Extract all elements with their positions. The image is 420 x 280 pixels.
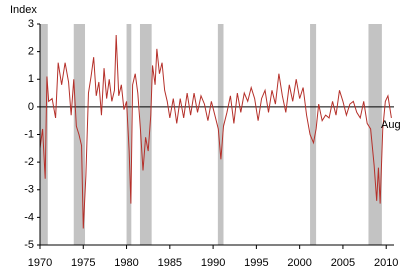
x-tick-label: 2005 (331, 257, 355, 269)
y-tick-label: -4 (24, 211, 34, 223)
recession-band (310, 24, 317, 245)
recession-band (39, 24, 48, 245)
recession-band (217, 24, 224, 245)
x-tick-label: 1975 (71, 257, 95, 269)
end-label: Aug (381, 119, 401, 131)
x-tick-label: 2000 (287, 257, 311, 269)
x-tick-label: 1980 (114, 257, 138, 269)
y-tick-label: -1 (24, 128, 34, 140)
recession-band (139, 24, 152, 245)
y-tick-label: 3 (28, 18, 34, 30)
y-tick-label: 2 (28, 46, 34, 58)
y-tick-label: 0 (28, 101, 34, 113)
x-tick-label: 1970 (28, 257, 52, 269)
x-tick-label: 1985 (158, 257, 182, 269)
y-tick-label: -5 (24, 239, 34, 251)
recession-band (126, 24, 132, 245)
x-tick-label: 2010 (374, 257, 398, 269)
y-tick-label: -3 (24, 184, 34, 196)
y-tick-label: 1 (28, 73, 34, 85)
index-line (39, 35, 392, 229)
x-tick-label: 1995 (244, 257, 268, 269)
recession-band (368, 24, 382, 245)
y-tick-label: -2 (24, 156, 34, 168)
x-tick-label: 1990 (201, 257, 225, 269)
y-axis-label: Index (10, 4, 37, 16)
